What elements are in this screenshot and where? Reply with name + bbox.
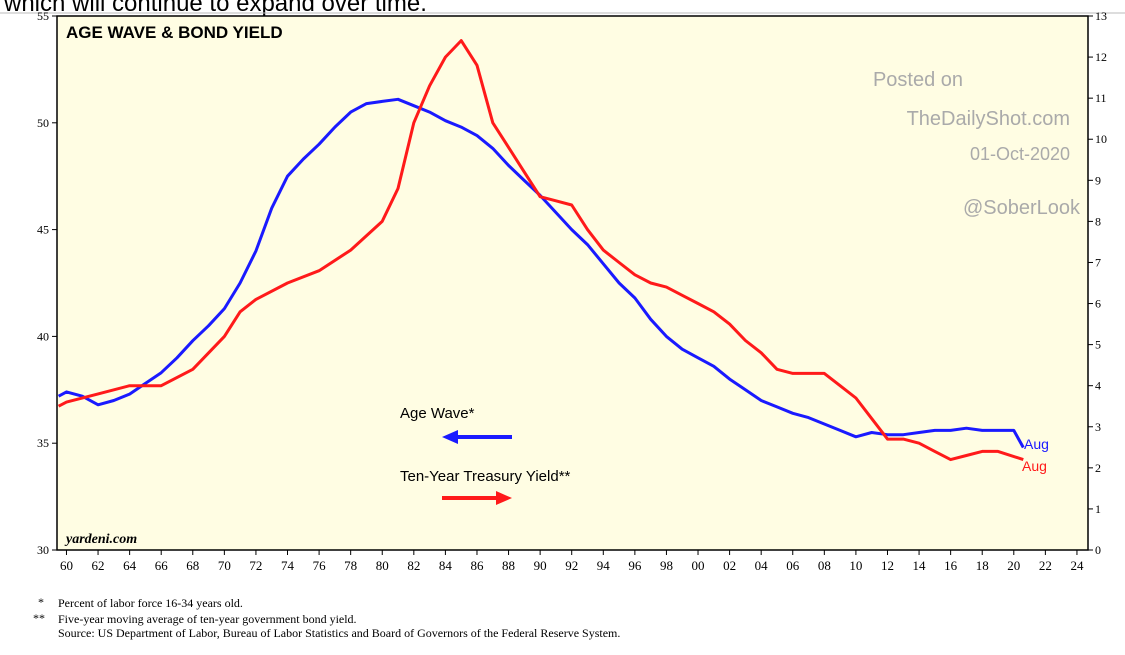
x-tick-label: 88 xyxy=(502,558,515,573)
x-tick-label: 66 xyxy=(155,558,169,573)
y2-tick-label: 3 xyxy=(1095,420,1101,434)
x-tick-label: 22 xyxy=(1039,558,1052,573)
y2-tick-label: 1 xyxy=(1095,502,1101,516)
x-tick-label: 78 xyxy=(344,558,357,573)
x-tick-label: 06 xyxy=(786,558,800,573)
end-label: Aug xyxy=(1024,436,1049,452)
x-tick-label: 68 xyxy=(186,558,199,573)
x-tick-label: 82 xyxy=(407,558,420,573)
y2-tick-label: 12 xyxy=(1095,50,1107,64)
x-tick-label: 00 xyxy=(692,558,705,573)
x-tick-label: 64 xyxy=(123,558,137,573)
watermark: @SoberLook xyxy=(963,197,1081,219)
x-tick-label: 74 xyxy=(281,558,295,573)
x-tick-label: 94 xyxy=(597,558,611,573)
x-tick-label: 18 xyxy=(976,558,989,573)
x-tick-label: 76 xyxy=(313,558,327,573)
x-tick-label: 02 xyxy=(723,558,736,573)
data-line xyxy=(57,39,1024,462)
end-label: Aug xyxy=(1022,458,1047,474)
y-tick-label: 55 xyxy=(37,9,49,23)
x-tick-label: 86 xyxy=(470,558,484,573)
y2-tick-label: 11 xyxy=(1095,91,1107,105)
x-tick-label: 04 xyxy=(755,558,769,573)
plot-area xyxy=(56,15,1089,551)
legend-label: Ten-Year Treasury Yield** xyxy=(400,468,571,485)
footnote-mark: ** xyxy=(33,611,45,625)
x-tick-label: 60 xyxy=(60,558,73,573)
y-tick-label: 30 xyxy=(37,543,49,557)
watermark: 01-Oct-2020 xyxy=(970,144,1070,164)
footnote: Five-year moving average of ten-year gov… xyxy=(58,612,357,626)
x-tick-label: 24 xyxy=(1070,558,1084,573)
y2-tick-label: 8 xyxy=(1095,214,1101,228)
header-text: which will continue to expand over time. xyxy=(3,0,427,17)
x-tick-label: 96 xyxy=(628,558,642,573)
y-tick-label: 45 xyxy=(37,223,49,237)
y2-tick-label: 10 xyxy=(1095,132,1107,146)
x-tick-label: 70 xyxy=(218,558,231,573)
legend-arrow xyxy=(442,430,512,444)
y2-tick-label: 2 xyxy=(1095,461,1101,475)
x-tick-label: 84 xyxy=(439,558,453,573)
x-tick-label: 72 xyxy=(249,558,262,573)
footnote: Source: US Department of Labor, Bureau o… xyxy=(58,626,620,640)
watermark: TheDailyShot.com xyxy=(907,108,1070,130)
footnote-mark: * xyxy=(38,595,44,609)
x-tick-label: 14 xyxy=(913,558,927,573)
x-tick-label: 16 xyxy=(944,558,958,573)
x-tick-label: 90 xyxy=(534,558,547,573)
x-tick-label: 08 xyxy=(818,558,831,573)
y-tick-label: 35 xyxy=(37,436,49,450)
chart-title: AGE WAVE & BOND YIELD xyxy=(66,23,283,42)
x-tick-label: 10 xyxy=(849,558,862,573)
x-tick-label: 62 xyxy=(92,558,105,573)
y2-tick-label: 7 xyxy=(1095,255,1101,269)
y-tick-label: 40 xyxy=(37,329,49,343)
y2-tick-label: 4 xyxy=(1095,379,1101,393)
y2-tick-label: 6 xyxy=(1095,297,1101,311)
y2-tick-label: 0 xyxy=(1095,543,1101,557)
x-tick-label: 92 xyxy=(565,558,578,573)
y2-tick-label: 13 xyxy=(1095,9,1107,23)
source-brand: yardeni.com xyxy=(64,532,137,547)
x-tick-label: 20 xyxy=(1007,558,1020,573)
footnote: Percent of labor force 16-34 years old. xyxy=(58,596,243,610)
legend-arrow xyxy=(442,491,512,505)
y2-tick-label: 9 xyxy=(1095,173,1101,187)
legend-label: Age Wave* xyxy=(400,405,475,422)
x-tick-label: 98 xyxy=(660,558,673,573)
watermark: Posted on xyxy=(873,69,963,91)
x-tick-label: 12 xyxy=(881,558,894,573)
x-tick-label: 80 xyxy=(376,558,389,573)
y-tick-label: 50 xyxy=(37,116,49,130)
y2-tick-label: 5 xyxy=(1095,338,1101,352)
